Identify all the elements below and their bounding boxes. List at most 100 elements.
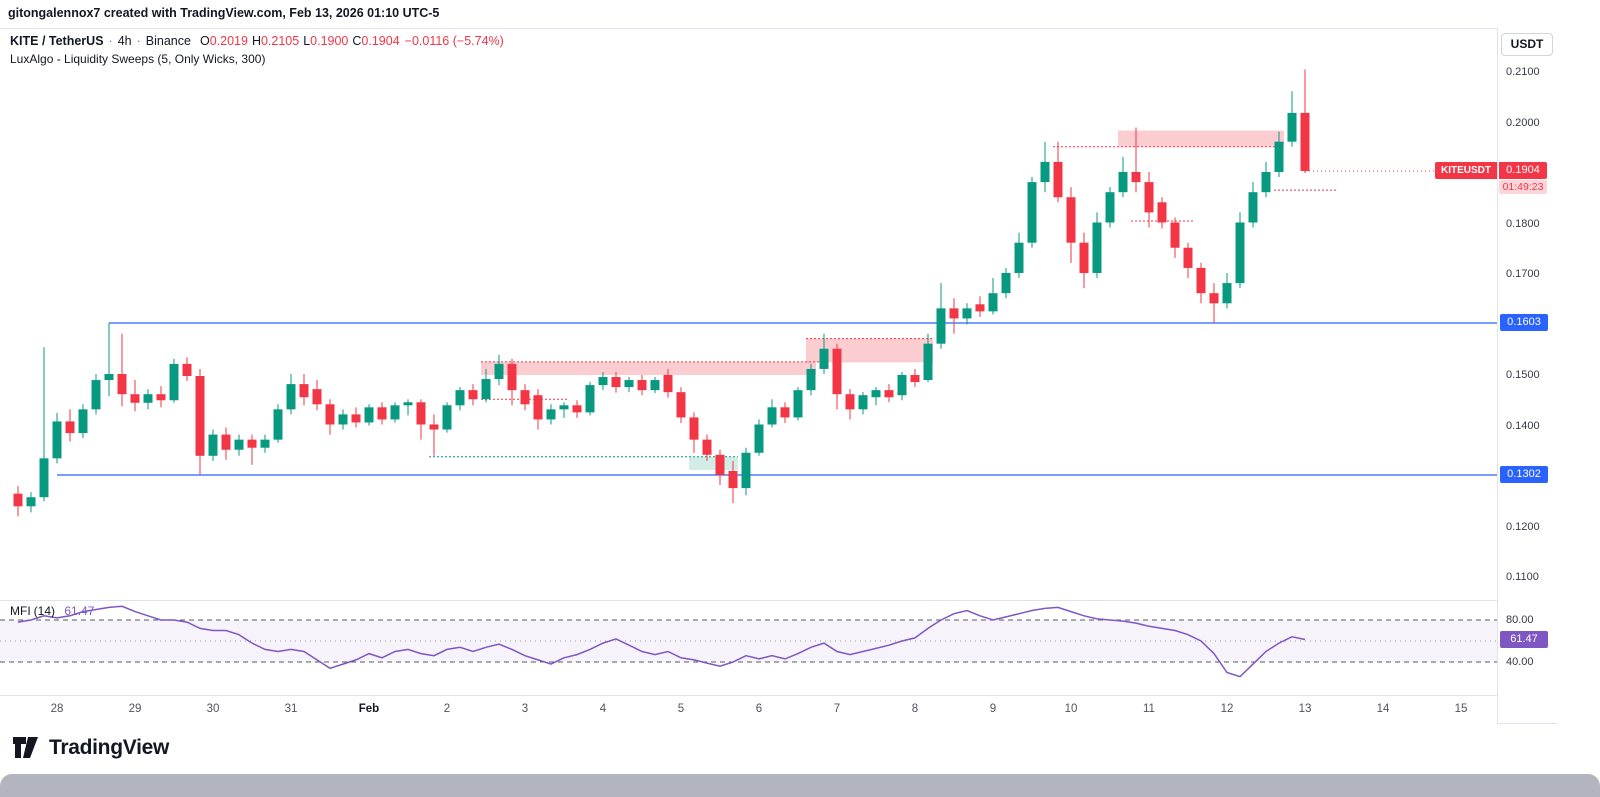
price-axis-label: 0.1700 xyxy=(1506,268,1540,280)
candle-body xyxy=(650,380,660,391)
candle-body xyxy=(1105,192,1115,223)
candle-body xyxy=(728,470,738,489)
candle-body xyxy=(871,390,881,398)
candle-body xyxy=(624,380,634,388)
candle-body xyxy=(234,439,244,450)
candle-body xyxy=(715,454,725,475)
candle-body xyxy=(130,394,140,403)
candle-body xyxy=(221,434,231,450)
candle-body xyxy=(52,421,62,459)
candle-body xyxy=(104,373,114,381)
candle-body xyxy=(845,394,855,410)
candle-body xyxy=(988,293,998,312)
time-axis-label: 5 xyxy=(677,703,685,715)
ohlc-row: KITE / TetherUS · 4h · Binance O 0.2019 H… xyxy=(10,34,504,48)
candle-body xyxy=(767,407,777,425)
candle-body xyxy=(533,395,543,420)
candle-body xyxy=(377,407,387,420)
candle-body xyxy=(403,402,413,406)
candle-body xyxy=(1053,161,1063,198)
candle-body xyxy=(611,377,621,388)
interval-label[interactable]: 4h xyxy=(117,34,132,48)
candle-body xyxy=(884,390,894,398)
candle-body xyxy=(325,404,335,425)
tradingview-wordmark[interactable]: TradingView xyxy=(49,736,170,759)
symbol-title[interactable]: KITE / TetherUS xyxy=(10,34,104,48)
candle-body xyxy=(702,439,712,455)
time-axis-label: 6 xyxy=(755,703,763,715)
horizontal-lines xyxy=(57,322,1497,476)
candle-body xyxy=(975,304,985,312)
candle-body xyxy=(455,390,465,406)
candle-body xyxy=(1027,182,1037,243)
time-axis-label: Feb xyxy=(358,703,380,715)
candle-body xyxy=(572,405,582,413)
candle-body xyxy=(390,405,400,420)
candle-body xyxy=(897,375,907,396)
candle-body xyxy=(1287,112,1297,142)
candle-body xyxy=(286,384,296,410)
candle-body xyxy=(1196,267,1206,294)
candle-body xyxy=(1235,222,1245,284)
candle-body xyxy=(559,405,569,410)
candle-body xyxy=(91,380,101,410)
last-price-badge: 0.1904 xyxy=(1499,162,1547,179)
price-axis-label: 0.2100 xyxy=(1506,66,1540,78)
candles xyxy=(13,69,1310,517)
candle-body xyxy=(663,375,673,393)
mfi-axis-label: 80.00 xyxy=(1506,614,1534,626)
candle-body xyxy=(247,439,257,448)
time-axis[interactable]: 28 29 30 31 Feb 2 3 4 5 6 7 8 9 10 11 12 13 14 15 xyxy=(0,695,1497,724)
candle-body xyxy=(1261,171,1271,193)
candle-body xyxy=(260,439,270,448)
candle-body xyxy=(351,414,361,423)
currency-button[interactable]: USDT xyxy=(1501,33,1553,56)
candle-body xyxy=(910,375,920,383)
price-axis-label: 0.2000 xyxy=(1506,116,1540,129)
time-axis-label: 29 xyxy=(128,703,142,715)
open-label: O xyxy=(199,34,210,48)
candle-body xyxy=(494,363,504,380)
candle-body xyxy=(637,380,647,391)
low-value: 0.1900 xyxy=(310,34,349,48)
price-axis[interactable]: USDT 0.2100 0.2000 0.1800 0.1700 0.1500 0.140… xyxy=(1497,28,1558,723)
header-divider xyxy=(0,28,1557,29)
open-value: 0.2019 xyxy=(209,34,248,48)
candle-body xyxy=(806,368,816,391)
symbol-legend: KITE / TetherUS · 4h · Binance O 0.2019 H… xyxy=(10,34,504,66)
tradingview-footer[interactable]: TradingView xyxy=(12,736,169,760)
time-axis-label: 2 xyxy=(443,703,451,715)
candle-body xyxy=(156,394,166,401)
candlestick-chart[interactable] xyxy=(0,28,1497,600)
candle-body xyxy=(195,376,205,456)
low-label: L xyxy=(303,34,311,48)
mfi-legend[interactable]: MFI (14) 61.47 xyxy=(10,604,94,618)
candle-body xyxy=(1014,242,1024,273)
mfi-params: (14) xyxy=(33,604,56,618)
candle-body xyxy=(1170,222,1180,248)
candle-body xyxy=(1092,222,1102,273)
mfi-pane-chart[interactable] xyxy=(0,600,1497,695)
candle-body xyxy=(65,421,75,434)
candle-body xyxy=(182,363,192,377)
high-label: H xyxy=(251,34,261,48)
candle-body xyxy=(507,363,517,391)
price-axis-label: 0.1800 xyxy=(1506,217,1540,230)
time-axis-label: 15 xyxy=(1454,703,1468,715)
candle-body xyxy=(832,348,842,395)
price-axis-label: 0.1400 xyxy=(1506,419,1540,432)
time-axis-label: 11 xyxy=(1143,703,1155,715)
time-axis-label: 10 xyxy=(1064,703,1078,715)
tradingview-logo-icon xyxy=(13,737,38,758)
candle-body xyxy=(13,493,23,507)
candle-body xyxy=(208,434,218,456)
candle-body xyxy=(1118,171,1128,193)
candle-body xyxy=(1001,272,1011,294)
candle-body xyxy=(1248,192,1258,223)
indicator-legend[interactable]: LuxAlgo - Liquidity Sweeps (5, Only Wick… xyxy=(10,52,266,66)
candle-body xyxy=(923,343,933,381)
time-axis-label: 28 xyxy=(50,703,64,715)
candle-body xyxy=(481,379,491,400)
candle-body xyxy=(39,458,49,498)
pane-divider[interactable] xyxy=(0,600,1557,601)
